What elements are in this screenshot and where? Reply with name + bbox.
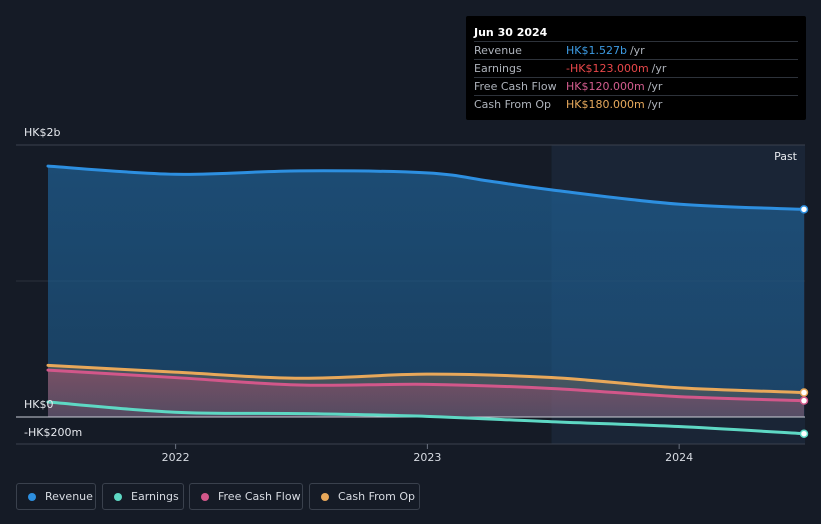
x-tick-label: 2022 (162, 451, 190, 464)
legend-label: Free Cash Flow (218, 490, 301, 503)
area-revenue (48, 166, 804, 417)
line-revenue (46, 164, 806, 211)
tooltip-label: Free Cash Flow (474, 80, 557, 93)
past-label: Past (774, 150, 798, 163)
x-tick-label: 2023 (413, 451, 441, 464)
line-cash-from-op (46, 363, 806, 395)
legend-earnings[interactable]: Earnings (102, 483, 184, 510)
legend-label: Revenue (45, 490, 93, 503)
tooltip-row-fcf: Free Cash Flow HK$120.000m /yr (474, 77, 798, 95)
y-tick-label-top: HK$2b (24, 126, 61, 139)
tooltip-unit: /yr (651, 62, 667, 75)
tooltip-label: Revenue (474, 44, 522, 57)
tooltip-value: HK$180.000m (566, 98, 645, 111)
tooltip-label: Cash From Op (474, 98, 552, 111)
legend-label: Earnings (131, 490, 179, 503)
line-free-cash-flow (46, 368, 806, 403)
tooltip-value: -HK$123.000m (566, 62, 649, 75)
tooltip-unit: /yr (647, 80, 663, 93)
legend-cash-from-op[interactable]: Cash From Op (309, 483, 420, 510)
tooltip-row-cfo: Cash From Op HK$180.000m /yr (474, 95, 798, 113)
tooltip-unit: /yr (629, 44, 645, 57)
endpoint-free-cash-flow (799, 396, 809, 405)
tooltip-row-revenue: Revenue HK$1.527b /yr (474, 41, 798, 59)
tooltip-value: HK$120.000m (566, 80, 645, 93)
earnings-dot-icon (114, 492, 122, 501)
tooltip-value: HK$1.527b (566, 44, 627, 57)
fcf-dot-icon (201, 492, 209, 501)
tooltip-row-earnings: Earnings -HK$123.000m /yr (474, 59, 798, 77)
legend-label: Cash From Op (338, 490, 416, 503)
endpoint-earnings (799, 429, 809, 438)
cfo-dot-icon (321, 492, 329, 501)
endpoint-cash-from-op (799, 388, 809, 397)
y-tick-label-zero: HK$0 (24, 398, 54, 411)
legend-free-cash-flow[interactable]: Free Cash Flow (189, 483, 303, 510)
tooltip-unit: /yr (647, 98, 663, 111)
line-earnings (46, 400, 806, 436)
y-tick-label-bottom: -HK$200m (24, 426, 83, 439)
legend-revenue[interactable]: Revenue (16, 483, 96, 510)
tooltip-date: Jun 30 2024 (474, 26, 548, 39)
revenue-dot-icon (28, 492, 36, 501)
endpoint-revenue (799, 205, 809, 214)
tooltip-label: Earnings (474, 62, 522, 75)
x-tick-label: 2024 (665, 451, 693, 464)
data-tooltip: Jun 30 2024 Revenue HK$1.527b /yr Earnin… (466, 16, 806, 120)
